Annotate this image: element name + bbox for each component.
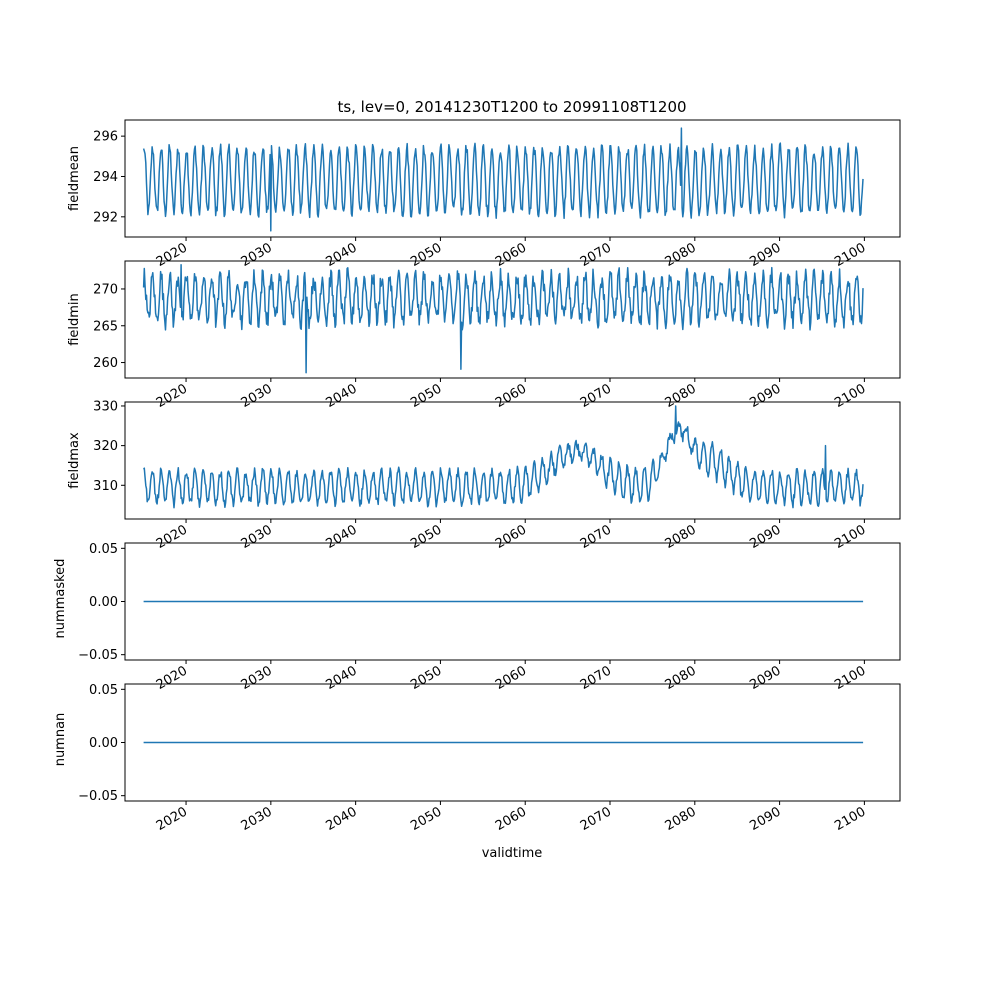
- y-tick-label: 270: [93, 282, 118, 297]
- y-tick-label: 310: [93, 479, 118, 494]
- series-line-fieldmax: [142, 405, 864, 509]
- y-tick-label: 265: [93, 319, 118, 334]
- y-axis-label: fieldmax: [67, 432, 82, 489]
- y-tick-label: 0.05: [89, 683, 118, 698]
- y-tick-label: 292: [93, 210, 118, 225]
- y-tick-label: 330: [93, 399, 118, 414]
- y-tick-label: 0.00: [89, 736, 118, 751]
- y-axis-label: fieldmean: [67, 146, 82, 211]
- y-axis-label: nummasked: [53, 559, 68, 639]
- y-tick-label: 294: [93, 170, 118, 185]
- series-line-fieldmean: [142, 127, 864, 232]
- y-tick-label: 260: [93, 356, 118, 371]
- y-tick-label: 296: [93, 130, 118, 145]
- y-tick-label: −0.05: [78, 789, 118, 804]
- figure-title: ts, lev=0, 20141230T1200 to 20991108T120…: [337, 98, 686, 116]
- x-axis-label: validtime: [482, 846, 543, 861]
- y-tick-label: −0.05: [78, 648, 118, 663]
- y-tick-label: 320: [93, 439, 118, 454]
- axes-frame: [124, 119, 901, 238]
- axes-frame: [124, 260, 901, 379]
- y-tick-label: 0.05: [89, 542, 118, 557]
- series-line-fieldmin: [142, 263, 864, 374]
- y-tick-label: 0.00: [89, 595, 118, 610]
- y-axis-label: numnan: [53, 713, 68, 767]
- axes-frame: [124, 401, 901, 520]
- y-axis-label: fieldmin: [67, 293, 82, 346]
